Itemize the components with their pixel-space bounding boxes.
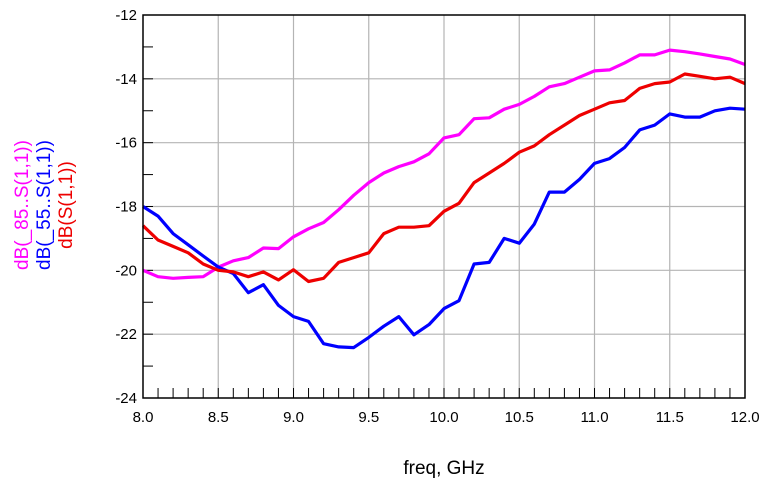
x-tick-label: 11.5 bbox=[656, 409, 684, 426]
y-tick-label: -16 bbox=[115, 135, 137, 152]
y-tick-label: -24 bbox=[115, 390, 137, 407]
grid bbox=[143, 15, 745, 398]
series-line-0 bbox=[142, 48, 746, 280]
x-tick-labels: 8.0 8.5 9.0 9.5 10.0 10.5 11.0 11.5 12.0 bbox=[133, 409, 760, 426]
x-tick-label: 8.0 bbox=[133, 409, 154, 426]
series-lines bbox=[141, 48, 746, 350]
y-tick-label: -12 bbox=[115, 7, 137, 24]
series-label-2: dB(S(1,1)) bbox=[56, 161, 77, 249]
x-tick-label: 8.5 bbox=[208, 409, 229, 426]
y-tick-label: -20 bbox=[115, 262, 137, 279]
x-tick-label: 12.0 bbox=[730, 409, 759, 426]
y-tick-label: -18 bbox=[115, 199, 137, 216]
x-tick-label: 9.0 bbox=[283, 409, 304, 426]
x-tick-label: 10.0 bbox=[429, 409, 458, 426]
x-tick-label: 9.5 bbox=[358, 409, 379, 426]
minor-ticks bbox=[143, 46, 731, 398]
y-tick-label: -14 bbox=[115, 71, 137, 88]
y-tick-labels: -24 -22 -20 -18 -16 -14 -12 bbox=[115, 7, 137, 407]
series-line-2 bbox=[141, 72, 746, 284]
x-tick-label: 11.0 bbox=[580, 409, 608, 426]
y-axis-series-labels: dB(_85..S(1,1)) dB(_55..S(1,1)) dB(S(1,1)) bbox=[12, 140, 77, 270]
x-tick-label: 10.5 bbox=[505, 409, 534, 426]
series-line-1 bbox=[142, 106, 746, 350]
plot-frame bbox=[142, 14, 746, 399]
series-label-0: dB(_85..S(1,1)) bbox=[12, 140, 33, 270]
y-tick-label: -22 bbox=[115, 326, 137, 343]
x-axis-label: freq, GHz bbox=[403, 458, 484, 479]
series-label-1: dB(_55..S(1,1)) bbox=[34, 140, 55, 270]
